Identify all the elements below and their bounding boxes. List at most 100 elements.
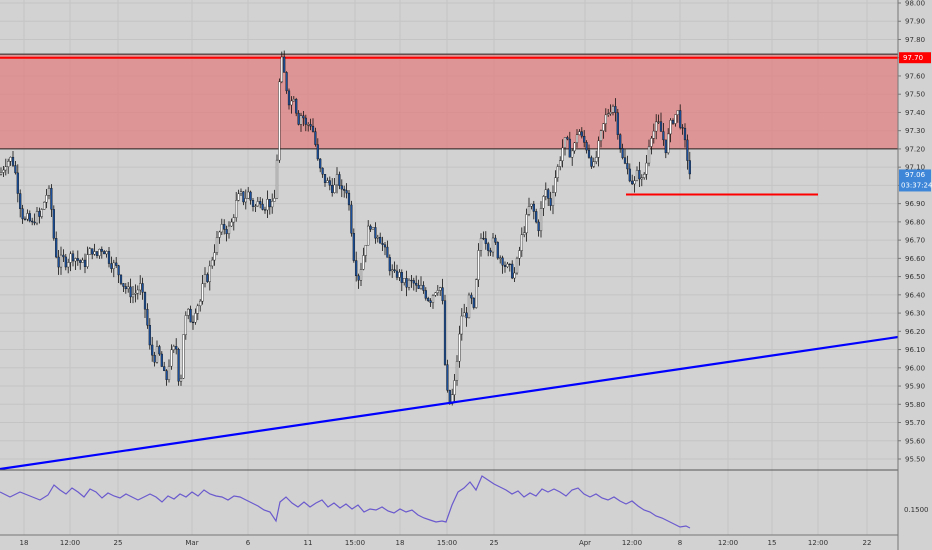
candle-body [381,243,384,245]
candle-body [251,200,255,207]
candle-body [609,112,612,114]
candles [0,50,691,406]
candle-body [415,282,418,286]
candle-body [379,236,382,244]
price-tick-label: 96.70 [905,237,925,245]
candle-body [189,308,192,323]
candle-body [626,163,629,170]
candle-body [388,257,391,272]
price-tick-label: 95.90 [905,383,925,391]
price-tick-label: 97.80 [905,36,925,44]
resistance-price-label: 97.70 [899,52,931,64]
candle-body [321,167,324,175]
countdown-timer: 03:37:24 [901,181,932,189]
candle-body [362,255,365,270]
candle-body [681,127,684,129]
candle-body [103,251,106,255]
candle-body [177,348,180,382]
candle-body [271,201,274,208]
candle-body [122,283,125,287]
candle-body [431,295,435,303]
candle-body [311,125,315,132]
candle-body [398,272,401,278]
time-tick-label: 18 [396,539,405,547]
candle-body [38,211,41,217]
candle-body [83,259,87,267]
candle-body [64,256,67,268]
candle-body [124,286,127,290]
candle-body [602,123,605,131]
candle-body [501,257,504,266]
resistance-zone [0,54,898,149]
candle-body [184,315,187,335]
candle-body [563,137,567,149]
candle-body [475,279,478,308]
price-tick-label: 97.50 [905,91,925,99]
candle-body [55,238,58,258]
candle-body [9,156,12,162]
candle-body [496,242,499,259]
time-tick-label: 25 [114,539,123,547]
candle-body [88,248,91,255]
candle-body [455,360,459,381]
candle-body [206,274,209,282]
candle-body [357,275,360,281]
trend-line[interactable] [0,335,899,471]
candle-body [131,294,135,298]
candle-body [319,158,322,169]
candle-body [583,136,586,143]
candle-body [208,265,211,282]
candle-body [167,365,171,380]
candle-body [424,290,427,299]
last-price-value: 97.06 [905,171,926,179]
candle-body [578,131,581,136]
candle-body [422,285,425,291]
candle-body [333,184,336,193]
candle-body [417,284,420,289]
candle-body [511,263,514,279]
candle-body [659,121,663,132]
price-tick-label: 96.80 [905,218,925,226]
candle-body [199,300,202,307]
candle-body [482,237,485,240]
candle-body [544,189,547,197]
candle-body [491,237,495,253]
candle-body [679,110,682,128]
price-tick-label: 96.10 [905,346,925,354]
candle-body [28,213,31,222]
candle-body [571,150,574,158]
candle-body [355,260,358,277]
candle-body [369,225,372,230]
candle-body [400,272,403,283]
price-tick-label: 98.00 [905,0,925,8]
candle-body [314,131,317,145]
candle-body [230,221,233,227]
candle-body [465,312,468,319]
candle-body [98,248,101,256]
candle-body [194,313,197,323]
candle-body [153,354,156,363]
candle-body [638,170,641,180]
candle-body [160,353,163,367]
candle-body [175,346,178,350]
candle-body [179,378,183,382]
candle-body [127,286,130,290]
resistance-price-label-text: 97.70 [903,54,923,62]
candle-body [74,258,77,262]
time-axis[interactable]: 18 12:00 25 Mar 6 11 15:00 18 15:00 25 Apr 12:00 8 12… [20,539,872,547]
candle-body [559,160,562,167]
candle-body [23,218,27,220]
candle-body [376,236,379,239]
last-price-label-bg [899,169,931,192]
candle-body [129,286,132,298]
candle-body [686,139,689,161]
candle-body [566,137,569,140]
time-tick-label: 25 [490,539,499,547]
candle-body [635,170,639,181]
candle-body [50,187,53,210]
candle-body [585,142,588,151]
candle-body [542,196,545,209]
candle-body [16,172,19,194]
price-tick-label: 96.90 [905,200,925,208]
